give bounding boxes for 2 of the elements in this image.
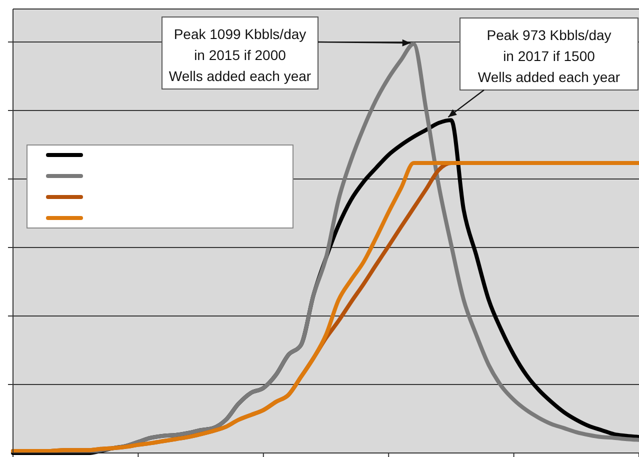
annotation: Peak 1099 Kbbls/day in 2015 if 2000 Wells added each year <box>168 26 312 84</box>
annotation: Peak 973 Kbbls/day in 2017 if 1500 Wells added each year <box>478 27 620 85</box>
